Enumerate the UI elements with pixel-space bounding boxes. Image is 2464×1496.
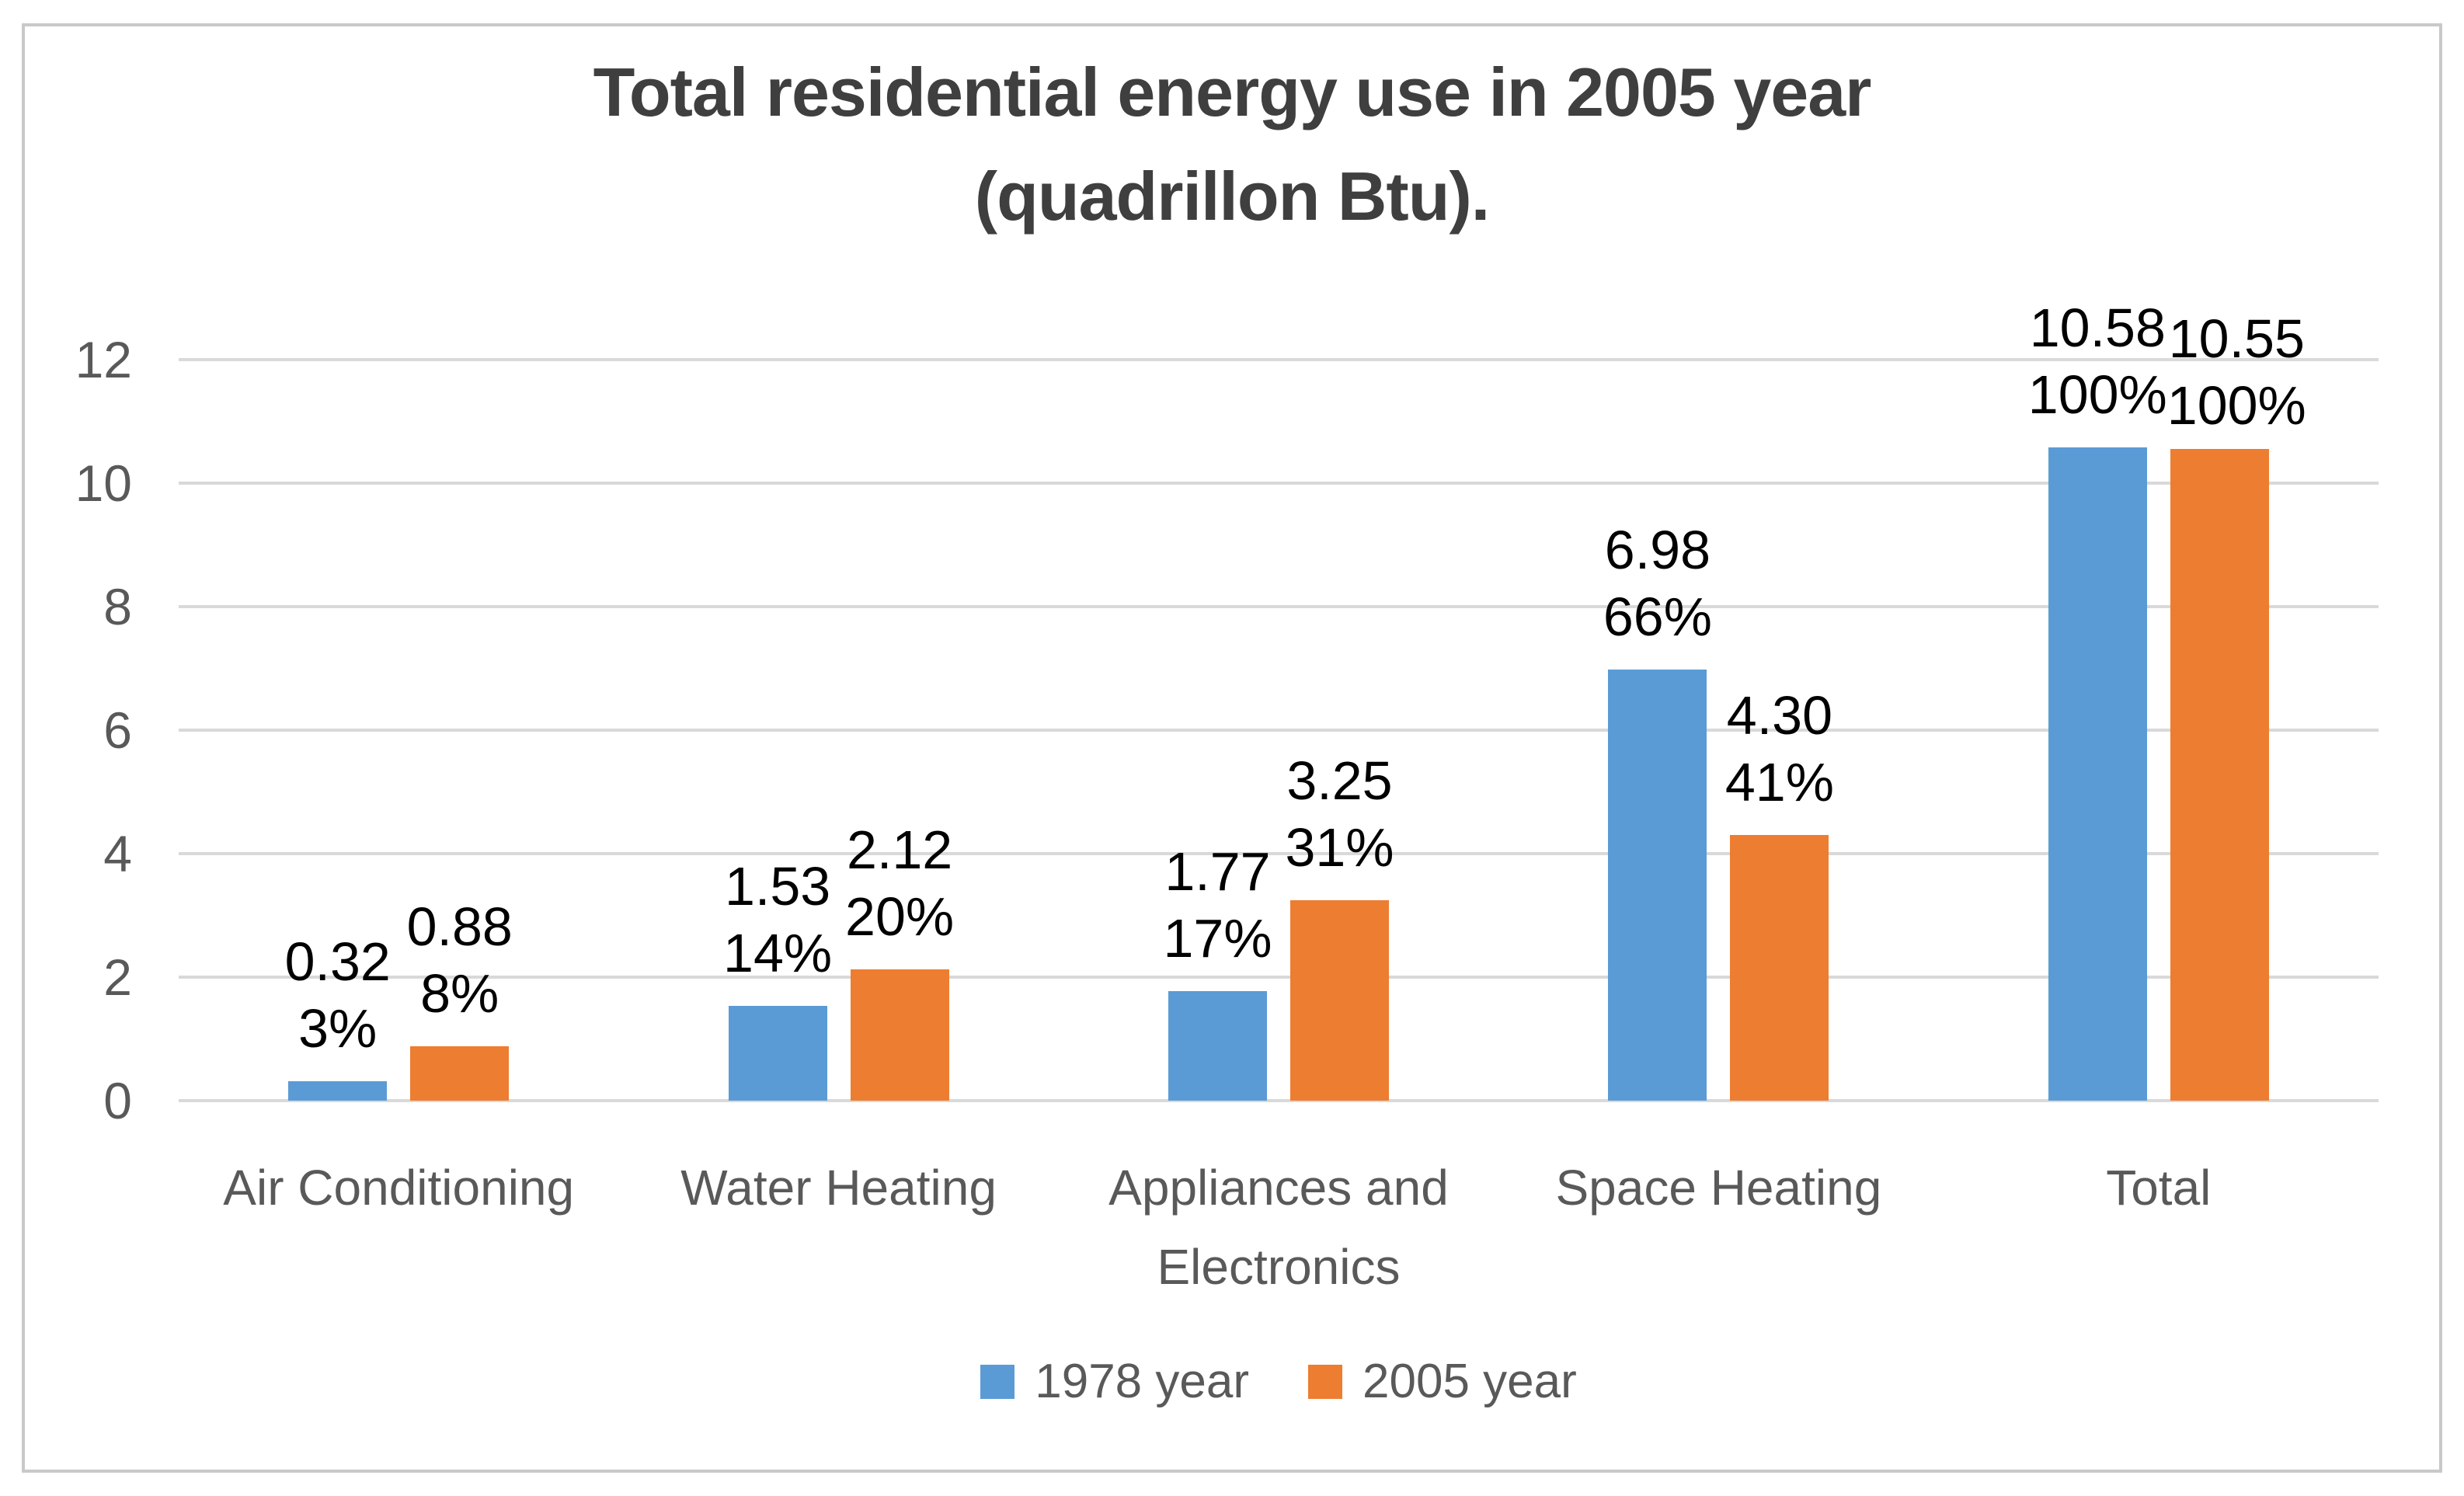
- data-label-1978-space-heating: 6.98 66%: [1495, 517, 1821, 650]
- gridline-y-4: [179, 852, 2379, 855]
- data-label-1978-water-heating: 1.53 14%: [614, 853, 941, 986]
- data-label-2005-total: 10.55 100%: [2073, 305, 2400, 439]
- data-label-value: 0.88: [406, 896, 513, 958]
- x-axis-category-water-heating: Water Heating: [680, 1160, 997, 1216]
- data-label-value: 0.32: [284, 931, 391, 992]
- legend-item-2005: 2005 year: [1308, 1358, 1577, 1406]
- data-label-value: 2.12: [846, 819, 953, 881]
- gridline-y-2: [179, 976, 2379, 979]
- legend-label-2005: 2005 year: [1363, 1355, 1577, 1408]
- chart-legend: 1978 year 2005 year: [179, 1358, 2379, 1406]
- gridline-y-12: [179, 358, 2379, 361]
- data-label-2005-air-conditioning: 0.88 8%: [297, 893, 623, 1027]
- gridline-y-10: [179, 482, 2379, 485]
- legend-swatch-1978: [980, 1365, 1015, 1399]
- chart-area-border: [22, 23, 2442, 1473]
- chart-title-line-2: (quadrillon Btu).: [974, 158, 1490, 235]
- bar-1978-water-heating: [728, 1006, 827, 1101]
- data-label-percent: 100%: [2027, 364, 2167, 425]
- y-axis-tick-12: 12: [75, 331, 132, 388]
- bar-1978-air-conditioning: [288, 1080, 388, 1101]
- bar-2005-appliances-and-electronics: [1290, 899, 1389, 1101]
- bar-2005-space-heating: [1730, 835, 1829, 1101]
- x-axis-category-appliances-and-electronics: Appliances and Electronics: [1108, 1160, 1449, 1295]
- data-label-1978-appliances-and-electronics: 1.77 17%: [1055, 838, 1381, 972]
- bar-1978-appliances-and-electronics: [1168, 991, 1267, 1101]
- data-label-percent: 17%: [1163, 908, 1272, 969]
- data-label-percent: 66%: [1603, 586, 1712, 648]
- x-axis-category-space-heating: Space Heating: [1555, 1160, 1882, 1216]
- data-label-percent: 14%: [723, 923, 833, 984]
- bar-2005-water-heating: [850, 969, 949, 1101]
- bar-2005-air-conditioning: [410, 1046, 510, 1101]
- y-axis-tick-0: 0: [103, 1072, 132, 1129]
- data-label-percent: 20%: [845, 886, 955, 948]
- data-label-1978-air-conditioning: 0.32 3%: [175, 928, 501, 1062]
- data-label-2005-space-heating: 4.30 41%: [1617, 682, 1943, 816]
- data-label-percent: 100%: [2166, 375, 2306, 437]
- gridline-y-8: [179, 605, 2379, 608]
- data-label-1978-total: 10.58 100%: [1934, 294, 2260, 428]
- chart-title-line-1: Total residential energy use in 2005 yea…: [593, 54, 1872, 130]
- y-axis-tick-8: 8: [103, 578, 132, 635]
- gridline-y-6: [179, 729, 2379, 732]
- bar-1978-space-heating: [1608, 670, 1707, 1101]
- legend-label-1978: 1978 year: [1035, 1355, 1249, 1408]
- legend-item-1978: 1978 year: [980, 1358, 1249, 1406]
- bar-2005-total: [2170, 449, 2269, 1101]
- data-label-value: 6.98: [1604, 520, 1711, 581]
- gridline-y-0: [179, 1099, 2379, 1102]
- data-label-value: 1.77: [1164, 841, 1271, 903]
- data-label-value: 10.55: [2168, 308, 2305, 370]
- legend-swatch-2005: [1308, 1365, 1342, 1399]
- data-label-percent: 8%: [420, 963, 499, 1025]
- y-axis-tick-10: 10: [75, 454, 132, 512]
- chart-title: Total residential energy use in 2005 yea…: [0, 40, 2464, 249]
- data-label-2005-water-heating: 2.12 20%: [736, 816, 1063, 950]
- y-axis-tick-4: 4: [103, 825, 132, 882]
- data-label-value: 1.53: [724, 856, 831, 917]
- data-label-value: 10.58: [2029, 297, 2166, 358]
- data-label-value: 3.25: [1286, 750, 1393, 811]
- y-axis-tick-2: 2: [103, 948, 132, 1006]
- y-axis-tick-6: 6: [103, 701, 132, 759]
- x-axis-category-total: Total: [2106, 1160, 2212, 1216]
- data-label-2005-appliances-and-electronics: 3.25 31%: [1177, 747, 1503, 881]
- data-label-percent: 41%: [1724, 752, 1834, 813]
- data-label-percent: 3%: [298, 997, 378, 1059]
- x-axis-category-air-conditioning: Air Conditioning: [223, 1160, 575, 1216]
- data-label-percent: 31%: [1285, 816, 1394, 878]
- data-label-value: 4.30: [1726, 685, 1833, 746]
- bar-1978-total: [2048, 447, 2147, 1101]
